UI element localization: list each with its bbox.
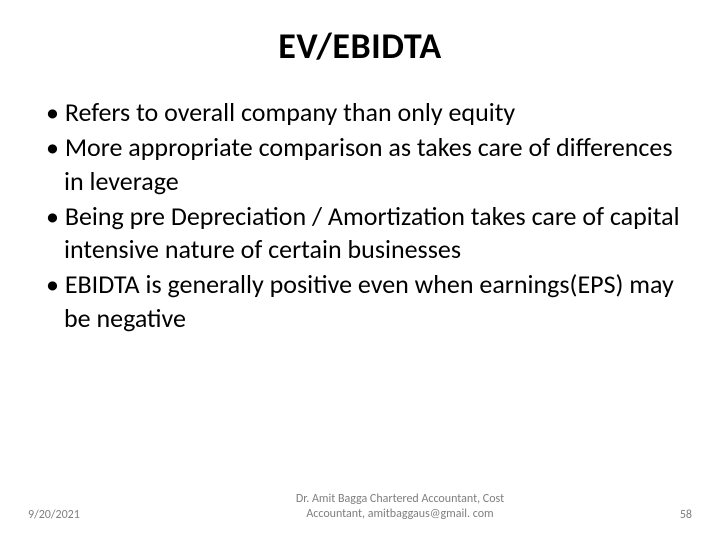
footer-author-line1: Dr. Amit Bagga Chartered Accountant, Cos… xyxy=(168,492,632,507)
footer-date: 9/20/2021 xyxy=(28,508,168,522)
slide-footer: 9/20/2021 Dr. Amit Bagga Chartered Accou… xyxy=(0,492,720,522)
slide-body: Refers to overall company than only equi… xyxy=(36,96,684,335)
footer-author: Dr. Amit Bagga Chartered Accountant, Cos… xyxy=(168,492,632,522)
bullet-item: Refers to overall company than only equi… xyxy=(36,96,684,129)
slide: EV/EBIDTA Refers to overall company than… xyxy=(0,0,720,540)
footer-page-number: 58 xyxy=(632,508,692,522)
bullet-item: Being pre Depreciation / Amortization ta… xyxy=(36,200,684,267)
bullet-item: EBIDTA is generally positive even when e… xyxy=(36,268,684,335)
bullet-item: More appropriate comparison as takes car… xyxy=(36,131,684,198)
slide-title: EV/EBIDTA xyxy=(36,24,684,68)
footer-author-line2: Accountant, amitbaggaus@gmail. com xyxy=(168,507,632,522)
